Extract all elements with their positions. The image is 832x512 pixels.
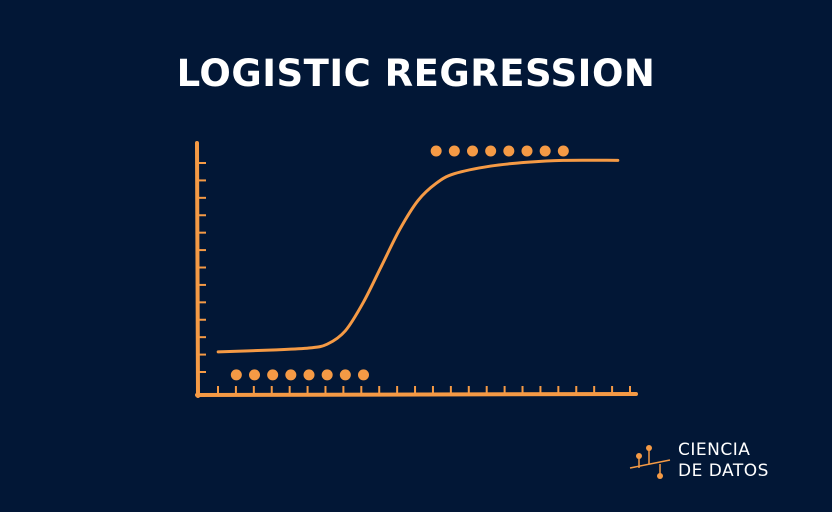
data-point-class-0 — [230, 369, 242, 381]
data-point-class-1 — [448, 145, 460, 157]
data-point-class-1 — [557, 145, 569, 157]
chart-axes — [195, 141, 638, 398]
data-point-class-0 — [339, 369, 351, 381]
data-point-class-0 — [249, 369, 260, 381]
data-point-class-0 — [303, 369, 315, 381]
data-points — [230, 145, 569, 381]
y-axis — [195, 141, 200, 398]
data-point-class-1 — [467, 145, 478, 157]
x-ticks — [217, 386, 631, 393]
brand-logo: CIENCIA DE DATOS — [628, 440, 808, 486]
data-point-class-1 — [539, 145, 551, 157]
sigmoid-curve — [216, 158, 620, 354]
data-point-class-1 — [485, 145, 497, 157]
data-point-class-0 — [321, 369, 333, 381]
y-ticks — [199, 162, 206, 373]
page-title: LOGISTIC REGRESSION — [176, 52, 656, 95]
brand-line-2: DE DATOS — [678, 461, 769, 481]
x-axis — [195, 392, 638, 397]
brand-line-1: CIENCIA — [678, 440, 751, 460]
data-point-class-0 — [285, 369, 297, 381]
data-point-class-1 — [503, 145, 515, 157]
data-points-logo-icon — [629, 445, 671, 479]
data-point-class-0 — [267, 369, 279, 381]
data-point-class-1 — [430, 145, 442, 157]
data-point-class-0 — [358, 369, 369, 381]
data-point-class-1 — [521, 145, 533, 157]
